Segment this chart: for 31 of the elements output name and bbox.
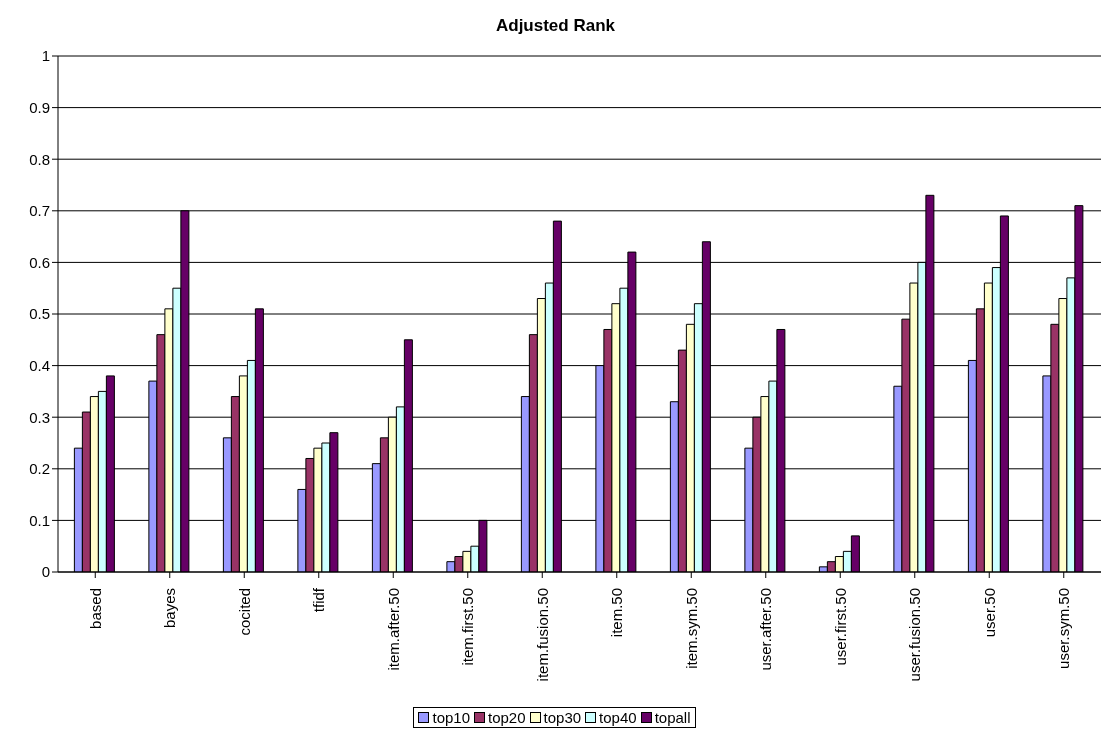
x-tick-label: bayes	[161, 588, 179, 629]
legend-label: top30	[542, 709, 582, 726]
y-tick-label: 0.9	[29, 98, 50, 116]
x-tick-label: user.after.50	[757, 588, 775, 671]
y-tick-label: 0.1	[29, 511, 50, 529]
x-tick-label: based	[86, 588, 104, 629]
x-tick-label: tfidf	[310, 587, 328, 613]
y-tick-label: 0.5	[29, 305, 50, 323]
y-tick-label: 0.2	[29, 460, 50, 478]
x-tick-label: user.50	[980, 588, 998, 638]
y-tick-label: 0.6	[29, 253, 50, 271]
x-tick-label: item.first.50	[459, 588, 477, 666]
x-tick-label: user.fusion.50	[906, 588, 924, 682]
y-tick-label: 0.8	[29, 150, 50, 168]
y-tick-label: 0	[41, 563, 50, 581]
y-tick-label: 0.3	[29, 408, 50, 426]
legend-label: top20	[487, 709, 526, 726]
y-tick-label: 0.7	[29, 202, 50, 220]
legend-label: top40	[598, 709, 637, 726]
y-tick-label: 1	[41, 47, 50, 65]
chart-title: Adjusted Rank	[495, 15, 616, 37]
x-tick-label: cocited	[235, 588, 253, 636]
x-tick-label: user.sym.50	[1055, 588, 1073, 669]
legend-label: top10	[431, 709, 471, 726]
x-tick-label: user.first.50	[831, 588, 849, 666]
x-tick-label: item.after.50	[384, 588, 402, 671]
x-tick-label: item.50	[608, 588, 626, 638]
x-tick-label: item.fusion.50	[533, 588, 551, 682]
legend-label: topall	[653, 709, 691, 726]
y-tick-label: 0.4	[29, 356, 50, 374]
x-tick-label: item.sym.50	[682, 588, 700, 669]
